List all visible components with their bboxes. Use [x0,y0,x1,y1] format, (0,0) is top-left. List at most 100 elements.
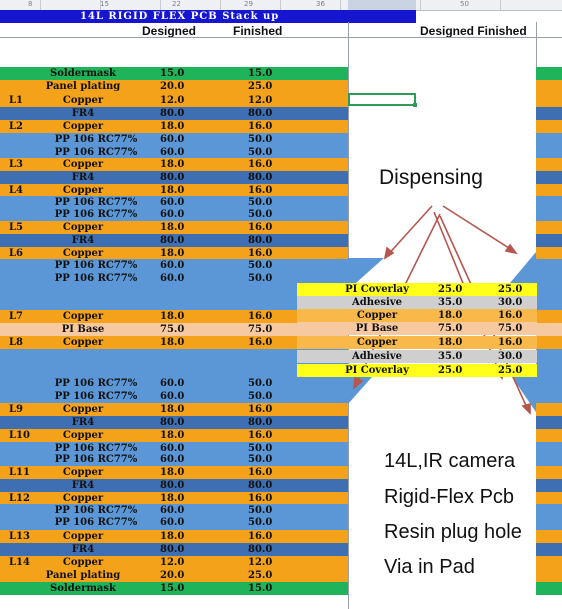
designed-value: 80.0 [160,172,185,183]
flex-material-name: PI Coverlay [345,365,409,376]
material-name: Copper [62,95,104,106]
left-edge-cell [0,158,8,171]
right-edge-cell [536,247,562,259]
table-row: Copper 18.0 16.0 [8,310,348,323]
table-row: PP 106 RC77% 60.0 50.0 [8,453,348,466]
left-edge-cell [0,184,8,196]
table-row: PP 106 RC77% 60.0 50.0 [8,272,348,310]
left-edge-cell [0,516,8,530]
right-edge-cell [536,516,562,530]
flex-row: PI Coverlay 25.0 25.0 [297,364,537,377]
left-edge-cell [0,272,8,310]
right-edge-cell [536,442,562,453]
ruler-label: 15 [100,0,109,8]
table-row: PI Base 75.0 75.0 [8,323,348,336]
left-edge-cell [0,107,8,120]
right-edge-cell [536,492,562,504]
table-row: Soldermask 15.0 15.0 [8,582,348,595]
material-name: Copper [62,467,104,478]
material-name: FR4 [71,480,95,491]
grid-divider [536,22,537,68]
designed-value: 18.0 [160,248,185,259]
table-row: FR4 80.0 80.0 [8,416,348,429]
material-name: FR4 [71,417,95,428]
designed-value: 15.0 [160,68,185,79]
right-edge-cell [536,208,562,221]
table-row: FR4 80.0 80.0 [8,479,348,492]
right-edge-cell [536,133,562,146]
left-edge-cell [0,377,8,390]
flex-material-name: Adhesive [352,351,402,362]
material-name: PP 106 RC77% [54,443,138,454]
right-edge-cell [536,569,562,582]
designed-value: 15.0 [160,583,185,594]
table-row: PP 106 RC77% 60.0 50.0 [8,377,348,390]
right-edge-cell [536,80,562,94]
flex-row: Adhesive 35.0 30.0 [297,296,537,309]
left-edge-cell [0,221,8,234]
ruler-tick [420,0,421,10]
table-row: PP 106 RC77% 60.0 50.0 [8,196,348,208]
left-edge-cell [0,442,8,453]
table-row: Copper 18.0 16.0 [8,403,348,416]
finished-value: 16.0 [248,404,273,415]
material-name: PP 106 RC77% [54,260,138,271]
left-edge-cell [0,196,8,208]
material-name: PP 106 RC77% [54,197,138,208]
finished-value: 16.0 [248,121,273,132]
left-edge-cell [0,403,8,416]
designed-value: 60.0 [160,134,185,145]
table-row: Copper 18.0 16.0 [8,184,348,196]
table-row: PP 106 RC77% 60.0 50.0 [8,259,348,272]
flex-designed-value: 25.0 [438,365,463,376]
layer-label: L7 [9,311,23,322]
ruler-tick [280,0,281,10]
left-edge-cell [0,569,8,582]
designed-value: 60.0 [160,517,185,528]
flex-designed-value: 35.0 [438,297,463,308]
left-edge-cell [0,80,8,94]
flex-finished-value: 25.0 [498,284,523,295]
finished-value: 80.0 [248,235,273,246]
left-edge-cell [0,310,8,323]
material-name: PP 106 RC77% [54,505,138,516]
finished-value: 25.0 [248,81,273,92]
left-edge-cell [0,259,8,272]
header-designed: Designed [142,24,197,38]
table-row: Copper 18.0 16.0 [8,466,348,479]
designed-value: 80.0 [160,480,185,491]
finished-value: 12.0 [248,95,273,106]
finished-value: 12.0 [248,557,273,568]
material-name: PP 106 RC77% [54,147,138,158]
right-edge-cell [536,272,562,310]
right-edge-cell [536,234,562,247]
designed-value: 18.0 [160,404,185,415]
right-edge-cell [536,323,562,336]
fill-handle[interactable] [413,103,417,107]
right-edge-cell [536,196,562,208]
material-name: Copper [62,121,104,132]
selected-cell[interactable] [348,93,416,106]
finished-value: 50.0 [248,209,273,220]
finished-value: 16.0 [248,248,273,259]
finished-value: 50.0 [248,197,273,208]
flex-designed-value: 18.0 [438,310,463,321]
finished-value: 15.0 [248,583,273,594]
material-name: Copper [62,430,104,441]
designed-value: 18.0 [160,159,185,170]
left-edge-cell [0,133,8,146]
designed-value: 18.0 [160,467,185,478]
arrow-left-top [384,205,433,259]
table-row: PP 106 RC77% 60.0 50.0 [8,208,348,221]
right-edge-cell [536,377,562,390]
material-name: FR4 [71,108,95,119]
material-name: Copper [62,557,104,568]
material-name: Soldermask [50,68,116,79]
material-name: Copper [62,404,104,415]
flex-finished-value: 75.0 [498,323,523,334]
arrowhead [383,246,395,260]
flex-row: PI Base 75.0 75.0 [297,322,537,335]
table-row: Copper 18.0 16.0 [8,221,348,234]
designed-value: 80.0 [160,108,185,119]
table-row: PP 106 RC77% 60.0 50.0 [8,146,348,158]
